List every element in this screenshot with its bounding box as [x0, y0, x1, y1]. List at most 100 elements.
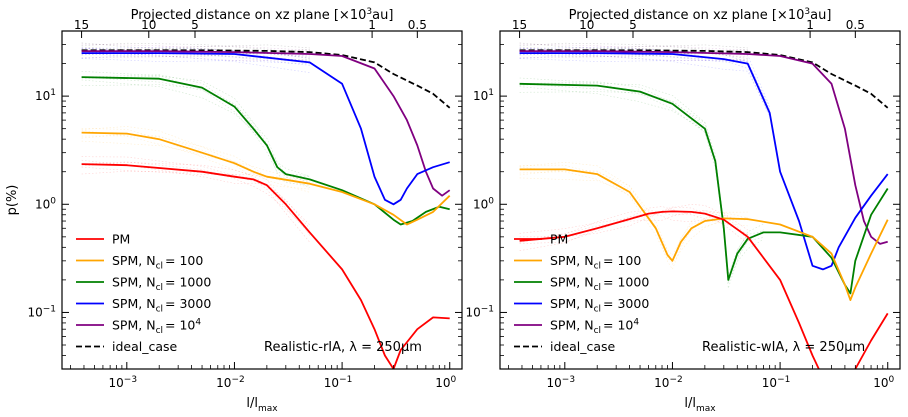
series-line-n100 [81, 131, 451, 226]
top-tick-label: 1 [368, 18, 376, 32]
ghost-trace-n3000 [81, 50, 310, 59]
ghost-trace-ideal [81, 48, 310, 59]
ghost-trace-n1e4 [81, 50, 310, 58]
top-tick-label: 15 [74, 18, 89, 32]
ghost-trace-n1e4 [81, 43, 310, 58]
top-tick-label: 15 [512, 18, 527, 32]
annotation-right: Realistic-wIA, λ = 250μm [702, 340, 865, 355]
legend-label-n3000: SPM, Ncl = 3000 [550, 296, 649, 315]
x-tick-label: 10−2 [654, 375, 683, 390]
x-axis-label-right: l/lmax [684, 396, 716, 414]
panel-left: 10−3 10−2 10−1 100 10−1 100 101 15 10 5 1 0.5 Proje… [5, 7, 463, 414]
legend-label-n100: SPM, Ncl = 100 [550, 253, 641, 272]
ghost-trace-n3000 [519, 51, 770, 116]
series-line-n3000 [519, 52, 889, 271]
ghost-trace-pm [519, 209, 748, 243]
legend-label-ideal: ideal_case [550, 339, 616, 354]
ghost-trace-n100 [519, 161, 748, 263]
ghost-traces-right [519, 42, 770, 289]
y-tick-label: 100 [473, 196, 494, 211]
legend-label-n100: SPM, Ncl = 100 [112, 253, 203, 272]
y-tick-label: 101 [473, 88, 494, 103]
annotation-left: Realistic-rIA, λ = 250μm [264, 340, 422, 355]
ghost-trace-n1000 [81, 84, 310, 186]
ghost-trace-pm [81, 166, 310, 236]
top-tick-label: 5 [629, 18, 637, 32]
ghost-trace-pm [81, 161, 310, 233]
series-line-pm [519, 210, 820, 369]
x-tick-label: 10−3 [109, 375, 138, 390]
legend-left: PM SPM, Ncl = 100 SPM, Ncl = 1000 SPM, Ncl = 3… [76, 232, 211, 354]
top-tick-label: 1 [806, 18, 814, 32]
top-tick-label: 5 [191, 18, 199, 32]
ghost-trace-n1e4 [519, 43, 748, 58]
top-tick-label: 10 [141, 18, 156, 32]
series-line-n100 [519, 168, 889, 302]
plot-frame-left [61, 30, 463, 370]
legend-label-ideal: ideal_case [112, 339, 178, 354]
plot-frame-right [499, 30, 901, 370]
ghost-trace-ideal [81, 44, 310, 56]
ghost-trace-pm [81, 156, 310, 226]
series-line-pm [81, 163, 450, 369]
ghost-trace-ideal [519, 44, 748, 56]
ghost-trace-n3000 [519, 58, 770, 110]
ghost-trace-n1e4 [81, 45, 310, 52]
ghost-trace-ideal [81, 42, 310, 54]
ghost-trace-n100 [81, 126, 310, 181]
ghost-trace-n3000 [519, 46, 770, 118]
ghost-trace-n1000 [81, 76, 310, 184]
top-tick-label: 0.5 [846, 18, 865, 32]
x-tick-label: 100 [435, 375, 456, 390]
panel-right: 10−3 10−2 10−1 100 10−1 100 101 15 10 5 1 0.5 Proje… [465, 7, 901, 414]
ghost-trace-n1e4 [519, 45, 748, 52]
ghost-trace-ideal [519, 42, 748, 54]
series-right [519, 49, 889, 369]
ghost-trace-n1000 [519, 82, 764, 282]
ghost-trace-pm [519, 210, 748, 241]
ghost-trace-n1000 [81, 71, 310, 177]
ghost-trace-pm [519, 206, 748, 244]
x-tick-label: 100 [873, 375, 894, 390]
ghost-trace-n1000 [519, 91, 764, 289]
legend-label-n3000: SPM, Ncl = 3000 [112, 296, 211, 315]
legend-label-pm: PM [112, 232, 130, 247]
series-left [81, 49, 451, 369]
ghost-trace-pm [81, 159, 310, 229]
x-tick-label: 10−3 [547, 375, 576, 390]
ghost-trace-n1000 [519, 81, 764, 280]
legend-label-n1e4: SPM, Ncl = 104 [112, 318, 201, 337]
y-axis-label: p(%) [5, 185, 20, 216]
series-line-n3000 [81, 52, 450, 206]
ticks-right: 10−3 10−2 10−1 100 10−1 100 101 15 10 5 1 0.5 [465, 18, 900, 390]
ghost-trace-n100 [81, 140, 310, 193]
ghost-trace-n3000 [519, 47, 770, 108]
legend-right: PM SPM, Ncl = 100 SPM, Ncl = 1000 SPM, Ncl = 3… [514, 232, 649, 354]
y-tick-label: 101 [35, 88, 56, 103]
series-line-n1e4 [519, 50, 888, 245]
ghost-trace-n3000 [81, 51, 310, 57]
ghost-traces-left [81, 42, 310, 243]
ghost-trace-n1000 [519, 83, 764, 281]
series-line-ideal [81, 49, 451, 109]
y-tick-label: 10−1 [27, 304, 56, 319]
ghost-trace-n1e4 [519, 50, 748, 58]
top-axis-title-left: Projected distance on xz plane [×103au] [131, 7, 394, 23]
legend-label-n1000: SPM, Ncl = 1000 [112, 275, 211, 294]
ghost-trace-n1000 [81, 74, 310, 176]
ghost-trace-n3000 [81, 51, 310, 73]
x-tick-label: 10−1 [762, 375, 791, 390]
top-axis-title-right: Projected distance on xz plane [×103au] [569, 7, 832, 23]
ghost-trace-pm [81, 162, 310, 235]
series-line-pm [854, 312, 889, 369]
ghost-trace-n1000 [81, 75, 310, 177]
ticks-left: 10−3 10−2 10−1 100 10−1 100 101 15 10 5 1 0.5 [27, 18, 462, 390]
y-tick-label: 10−1 [465, 304, 494, 319]
ghost-trace-ideal [519, 48, 748, 59]
legend-label-pm: PM [550, 232, 568, 247]
x-axis-label-left: l/lmax [246, 396, 278, 414]
series-line-n1000 [519, 82, 889, 295]
x-tick-label: 10−2 [216, 375, 245, 390]
legend-label-n1000: SPM, Ncl = 1000 [550, 275, 649, 294]
